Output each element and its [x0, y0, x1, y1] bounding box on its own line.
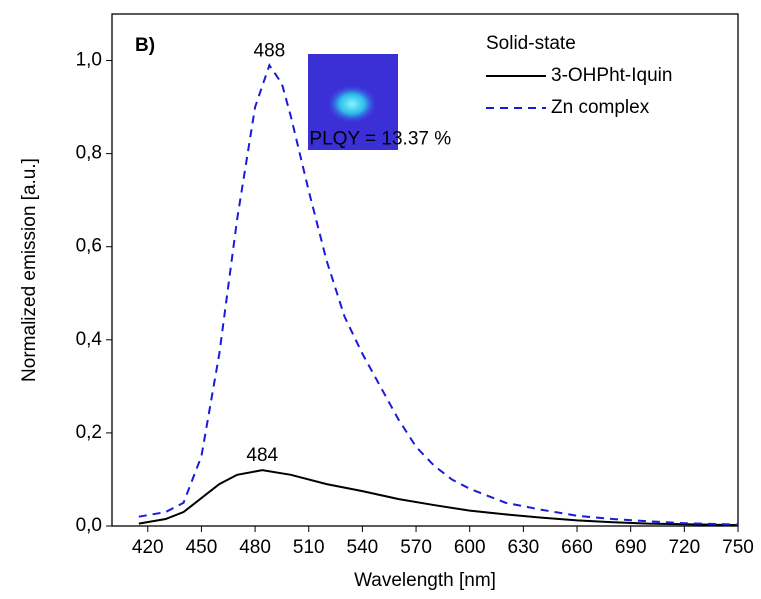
annotation: PLQY = 13.37 %	[309, 129, 451, 150]
x-tick-label: 660	[561, 537, 593, 558]
annotation: 488	[254, 40, 286, 61]
series-line	[138, 469, 739, 527]
x-tick-label: 720	[668, 537, 700, 558]
x-tick-label: 690	[615, 537, 647, 558]
legend-label: 3-OHPht-Iquin	[551, 65, 672, 86]
x-tick-label: 750	[722, 537, 754, 558]
y-tick-label: 0,8	[76, 143, 102, 164]
x-axis-label: Wavelength [nm]	[354, 570, 496, 591]
y-tick-label: 0,2	[76, 422, 102, 443]
series-line	[138, 62, 739, 526]
y-tick-label: 0,4	[76, 329, 103, 350]
y-axis-label: Normalized emission [a.u.]	[19, 158, 40, 382]
legend-title: Solid-state	[486, 33, 576, 54]
annotation: 484	[246, 445, 278, 466]
x-tick-label: 420	[132, 537, 164, 558]
x-tick-label: 450	[186, 537, 218, 558]
y-tick-label: 1,0	[76, 50, 102, 71]
x-tick-label: 510	[293, 537, 325, 558]
legend-label: Zn complex	[551, 97, 650, 118]
x-tick-label: 480	[239, 537, 271, 558]
panel-label: B)	[135, 35, 155, 56]
plot-frame	[111, 13, 739, 527]
y-tick-label: 0,0	[76, 515, 102, 536]
x-tick-label: 600	[454, 537, 486, 558]
x-tick-label: 540	[347, 537, 379, 558]
x-tick-label: 630	[508, 537, 540, 558]
y-tick-label: 0,6	[76, 236, 102, 257]
x-tick-label: 570	[400, 537, 432, 558]
inset-photo	[308, 54, 398, 150]
